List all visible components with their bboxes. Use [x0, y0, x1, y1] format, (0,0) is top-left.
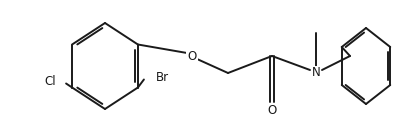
Text: Cl: Cl: [44, 75, 56, 88]
Text: O: O: [187, 50, 197, 63]
Text: N: N: [312, 67, 320, 79]
Text: O: O: [267, 104, 277, 116]
Text: Br: Br: [156, 71, 169, 84]
